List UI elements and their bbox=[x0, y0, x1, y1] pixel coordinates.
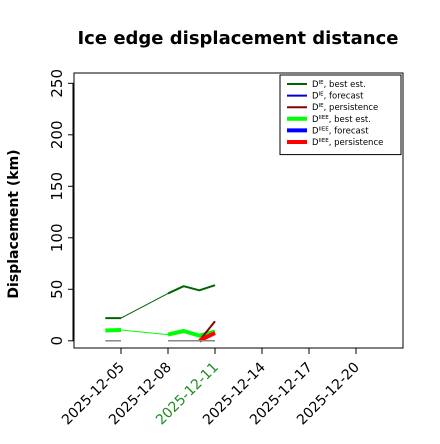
y-tick-label: 100 bbox=[48, 223, 66, 252]
series-line-4 bbox=[120, 329, 169, 336]
y-axis-label: Displacement (km) bbox=[6, 149, 22, 298]
x-axis: 2025-12-052025-12-082025-12-112025-12-14… bbox=[59, 347, 363, 428]
legend-label: DIE, persistence bbox=[312, 103, 378, 113]
chart-title: Ice edge displacement distance bbox=[77, 28, 398, 49]
plot-layer bbox=[105, 284, 216, 343]
y-tick-label: 250 bbox=[48, 69, 66, 98]
legend-label: DIIEE, forecast bbox=[312, 126, 369, 136]
series-line-7 bbox=[198, 331, 216, 343]
series-line-3 bbox=[105, 327, 122, 333]
y-tick-label: 50 bbox=[48, 280, 66, 299]
y-tick-label: 0 bbox=[48, 336, 66, 346]
y-axis: 0 50 100 150 200 250 bbox=[48, 69, 74, 346]
legend-label: DIE, best est. bbox=[312, 80, 366, 90]
y-tick-label: 150 bbox=[48, 172, 66, 201]
series-line-2 bbox=[167, 284, 216, 295]
legend-label: DIE, forecast bbox=[312, 92, 364, 102]
y-tick-label: 200 bbox=[48, 120, 66, 149]
series-line-5 bbox=[167, 329, 216, 338]
legend-label: DIIEE, persistence bbox=[312, 138, 383, 148]
legend-label: DIIEE, best est. bbox=[312, 115, 371, 125]
series-line-1 bbox=[120, 292, 169, 319]
